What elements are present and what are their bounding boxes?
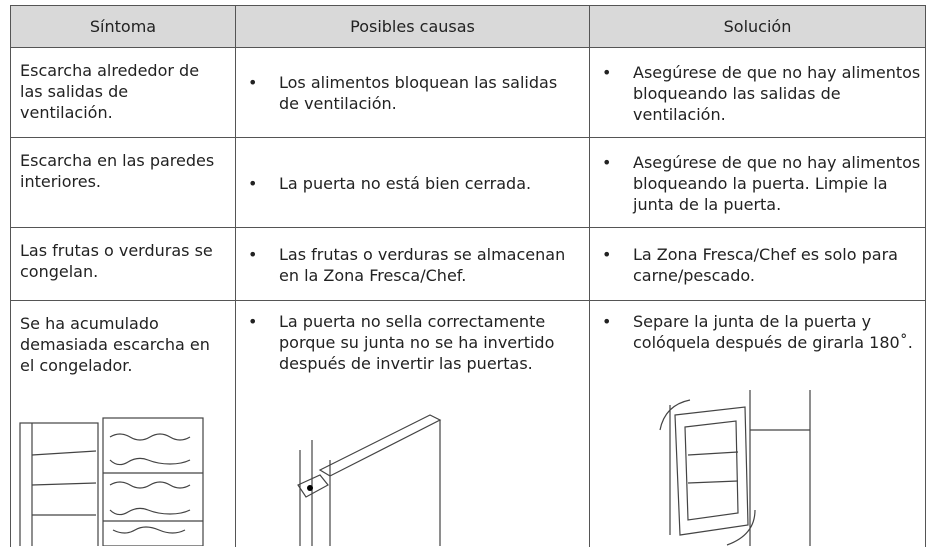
- symptom-cell: Escarcha en las paredes interiores.: [10, 137, 235, 228]
- bullet: •: [248, 244, 258, 264]
- illustration: [659, 390, 811, 546]
- cause-cell: • Los alimentos bloquean las salidas de v…: [235, 47, 589, 138]
- bullet: •: [248, 173, 258, 193]
- cause-text: Las frutas o verduras se almacenan en la…: [279, 244, 566, 285]
- illustration: [19, 417, 204, 546]
- symptom-text: Escarcha alrededor de las salidas de ven…: [20, 61, 200, 122]
- symptom-text: Se ha acumulado demasiada escarcha en el…: [20, 314, 210, 375]
- symptom-cell: Escarcha alrededor de las salidas de ven…: [10, 47, 235, 138]
- bullet: •: [602, 152, 612, 172]
- header-cell: Solución: [589, 5, 926, 48]
- solution-cell: • Separe la junta de la puerta y colóquel…: [589, 300, 926, 547]
- bullet: •: [248, 312, 258, 331]
- troubleshooting-table: Síntoma Posibles causas Solución Escarcha a…: [10, 5, 926, 547]
- solution-cell: • Asegúrese de que no hay alimentos bloqu…: [589, 137, 926, 228]
- cause-text: La puerta no está bien cerrada.: [279, 173, 532, 193]
- bullet: •: [602, 312, 612, 331]
- solution-text: Asegúrese de que no hay alimentos bloque…: [633, 152, 921, 214]
- symptom-text: Escarcha en las paredes interiores.: [20, 151, 215, 191]
- solution-text: La Zona Fresca/Chef es solo para carne/p…: [633, 244, 898, 285]
- symptom-cell: Las frutas o verduras se congelan.: [10, 227, 235, 301]
- bullet: •: [602, 244, 612, 264]
- cause-cell: • Las frutas o verduras se almacenan en l…: [235, 227, 589, 301]
- illustration: [297, 414, 442, 546]
- solution-cell: • Asegúrese de que no hay alimentos bloqu…: [589, 47, 926, 138]
- cause-cell: • La puerta no está bien cerrada.: [235, 137, 589, 228]
- solution-text: Separe la junta de la puerta y colóquela…: [633, 312, 913, 352]
- cause-text: La puerta no sella correctamente porque …: [279, 312, 555, 373]
- bullet: •: [602, 62, 612, 82]
- symptom-cell: Se ha acumulado demasiada escarcha en el…: [10, 300, 235, 547]
- bullet: •: [248, 73, 258, 92]
- symptom-text: Las frutas o verduras se congelan.: [20, 241, 213, 281]
- solution-text: Asegúrese de que no hay alimentos bloque…: [633, 62, 921, 124]
- cause-text: Los alimentos bloquean las salidas de ve…: [279, 73, 558, 113]
- header-cell: Posibles causas: [235, 5, 589, 48]
- cause-cell: • La puerta no sella correctamente porque…: [235, 300, 589, 547]
- header-cell: Síntoma: [10, 5, 235, 48]
- solution-cell: • La Zona Fresca/Chef es solo para carne/…: [589, 227, 926, 301]
